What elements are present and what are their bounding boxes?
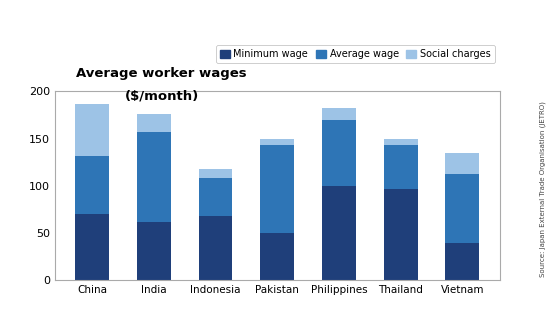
- Bar: [137, 132, 171, 222]
- Bar: [260, 139, 294, 145]
- Bar: [445, 173, 479, 243]
- Bar: [75, 214, 109, 280]
- Text: Source: Japan External Trade Organisation (JETRO): Source: Japan External Trade Organisatio…: [540, 101, 546, 277]
- Bar: [445, 243, 479, 280]
- Text: Average worker wages: Average worker wages: [76, 67, 247, 80]
- Legend: Minimum wage, Average wage, Social charges: Minimum wage, Average wage, Social charg…: [216, 45, 495, 63]
- Bar: [75, 104, 109, 156]
- Bar: [260, 233, 294, 280]
- Bar: [384, 145, 418, 189]
- Bar: [75, 156, 109, 214]
- Bar: [137, 222, 171, 280]
- Bar: [445, 153, 479, 173]
- Bar: [322, 186, 356, 280]
- Bar: [199, 169, 232, 178]
- Bar: [137, 114, 171, 132]
- Bar: [384, 189, 418, 280]
- Text: ($/month): ($/month): [125, 89, 199, 102]
- Bar: [322, 120, 356, 186]
- Bar: [384, 139, 418, 145]
- Bar: [260, 145, 294, 233]
- Bar: [199, 178, 232, 216]
- Bar: [199, 216, 232, 280]
- Bar: [322, 108, 356, 120]
